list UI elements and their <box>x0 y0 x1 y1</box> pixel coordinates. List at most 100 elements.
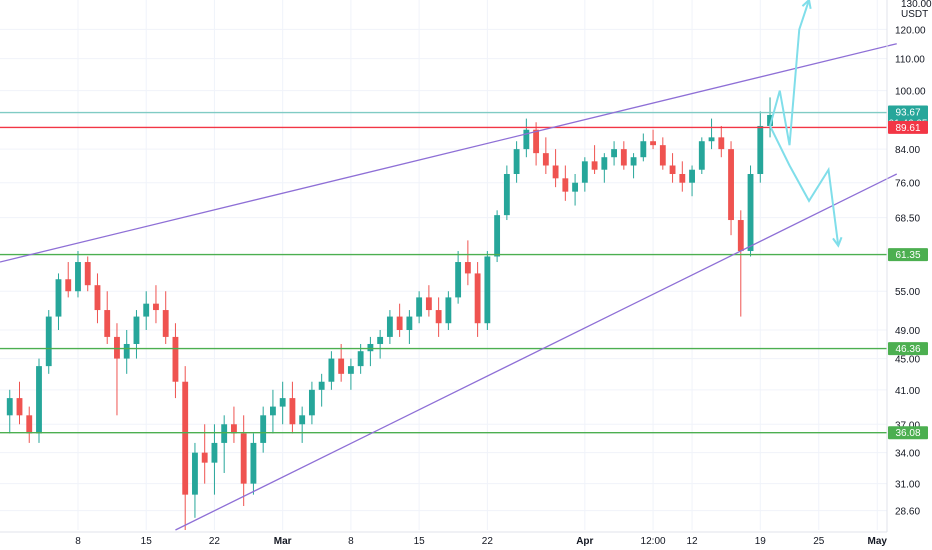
candle-body <box>114 336 120 359</box>
candle-body <box>474 273 481 324</box>
candle-body <box>581 161 588 183</box>
candle-body <box>494 215 501 257</box>
y-tick-label: 120.00 <box>895 25 926 36</box>
candle-body <box>192 452 198 495</box>
candle-body <box>679 173 686 183</box>
candle-body <box>513 149 520 174</box>
y-tick-label: 100.00 <box>895 87 926 98</box>
candle-body <box>484 256 491 324</box>
x-tick-label: 19 <box>755 536 767 547</box>
candle-body <box>416 297 423 317</box>
candle-body <box>718 137 725 150</box>
candle-body <box>347 366 354 374</box>
candle-body <box>279 398 286 407</box>
price-badge <box>888 248 928 262</box>
candle-body <box>65 279 72 292</box>
candle-body <box>767 114 773 126</box>
candle-body <box>503 173 510 216</box>
price-badge-label: 36.08 <box>895 428 920 439</box>
chart-grid <box>0 0 887 530</box>
price-badge-label: 93.67 <box>895 108 920 119</box>
candle-body <box>386 316 393 337</box>
projection-path <box>769 0 810 146</box>
candle-body <box>55 279 62 317</box>
candle-body <box>377 336 384 344</box>
projection-arrowhead <box>832 236 843 248</box>
y-tick-label: 55.00 <box>895 287 920 298</box>
candle-body <box>153 303 159 311</box>
candle-body <box>650 141 656 146</box>
candle-body <box>708 137 715 142</box>
candle-body <box>630 157 637 166</box>
candle-body <box>16 398 23 416</box>
candle-body <box>591 161 598 170</box>
x-tick-label: Apr <box>576 536 593 547</box>
candle-body <box>299 415 306 425</box>
x-tick-label: 25 <box>813 536 825 547</box>
candle-body <box>45 316 52 367</box>
candle-body <box>737 220 744 252</box>
candlestick-series <box>6 97 773 530</box>
candle-body <box>221 424 228 443</box>
candle-body <box>523 129 530 150</box>
candle-body <box>94 285 101 311</box>
y-tick-label: 110.00 <box>895 55 925 66</box>
y-tick-label: 31.00 <box>895 480 920 491</box>
projection-path <box>769 125 840 246</box>
candle-body <box>104 310 111 337</box>
candle-body <box>318 381 325 390</box>
x-tick-label: Mar <box>274 536 292 547</box>
price-badge-label: 46.36 <box>895 344 920 355</box>
y-tick-label: 84.00 <box>895 145 920 156</box>
y-tick-label: 45.00 <box>895 355 920 366</box>
x-tick-label: May <box>868 536 888 547</box>
candle-body <box>757 125 764 174</box>
candle-body <box>231 424 237 434</box>
price-badge <box>888 120 928 134</box>
trendlines <box>0 43 898 531</box>
x-tick-labels: 8 15 22 Mar 8 15 22 Apr 12:00 12 19 25 May <box>75 536 887 547</box>
candle-body <box>611 149 618 158</box>
candle-body <box>123 343 130 359</box>
price-badge <box>888 426 928 440</box>
candle-body <box>84 262 91 286</box>
candle-body <box>455 262 462 298</box>
candle-body <box>533 129 540 154</box>
candle-body <box>6 398 13 416</box>
y-tick-label: 34.00 <box>895 449 920 460</box>
trendline-upper-channel <box>0 43 897 263</box>
candle-body <box>435 310 442 324</box>
candle-body <box>201 452 208 463</box>
candle-body <box>162 310 169 337</box>
x-tick-label: 12:00 <box>641 536 666 547</box>
candle-body <box>143 303 150 317</box>
candle-body <box>406 316 413 331</box>
candle-body <box>211 442 218 463</box>
candle-body <box>542 153 549 166</box>
candle-body <box>289 398 296 425</box>
candle-body <box>425 297 432 311</box>
candle-body <box>445 297 452 324</box>
x-tick-label: 8 <box>348 536 354 547</box>
candle-body <box>328 358 335 382</box>
candle-body <box>572 182 579 192</box>
candle-body <box>396 316 403 331</box>
projection-arrowhead <box>801 0 812 10</box>
candle-body <box>728 149 734 221</box>
candle-body <box>357 351 364 367</box>
candle-body <box>464 262 471 274</box>
candle-body <box>240 433 247 484</box>
candle-body <box>308 389 315 416</box>
candle-body <box>269 406 276 416</box>
y-tick-label: 49.00 <box>895 326 920 337</box>
price-badge-label: 61.35 <box>895 250 920 261</box>
x-tick-label: 8 <box>75 536 81 547</box>
y-tick-label: 37.00 <box>895 420 920 431</box>
candle-body <box>640 141 647 158</box>
candle-body <box>620 149 627 166</box>
candle-body <box>182 381 189 495</box>
candle-body <box>172 336 179 382</box>
candle-body <box>552 165 559 179</box>
candle-body <box>562 178 569 192</box>
